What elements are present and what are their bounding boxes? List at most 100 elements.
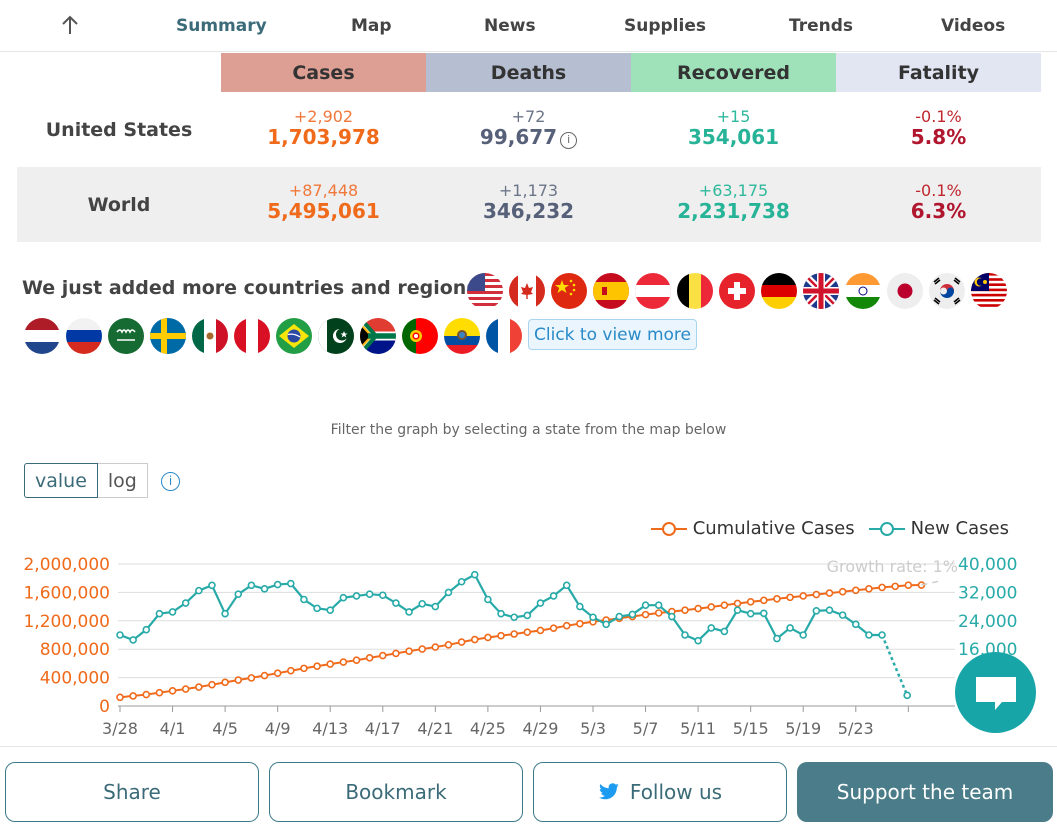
flag-ecuador[interactable] bbox=[444, 318, 480, 354]
header-fatality[interactable]: Fatality bbox=[836, 53, 1041, 92]
tab-news[interactable]: News bbox=[484, 16, 536, 36]
log-scale-button[interactable]: log bbox=[97, 463, 148, 498]
cumulative-point bbox=[838, 587, 847, 596]
table-row[interactable]: World bbox=[17, 167, 1041, 242]
cumulative-point bbox=[405, 647, 413, 655]
flag-pakistan[interactable] bbox=[318, 318, 354, 354]
flag-netherlands[interactable] bbox=[24, 318, 60, 354]
chat-button[interactable] bbox=[955, 652, 1036, 733]
flag-india[interactable] bbox=[845, 273, 881, 309]
flag-china[interactable] bbox=[551, 273, 587, 309]
header-cases[interactable]: Cases bbox=[221, 53, 426, 92]
new-cases-point bbox=[615, 612, 624, 621]
cumulative-point bbox=[326, 660, 335, 668]
cumulative-point bbox=[694, 604, 702, 613]
value-scale-button[interactable]: value bbox=[24, 463, 98, 498]
info-icon[interactable]: i bbox=[161, 472, 180, 491]
cumulative-point bbox=[365, 654, 374, 662]
x-tick-label: 4/9 bbox=[265, 719, 291, 738]
cumulative-point bbox=[181, 685, 190, 693]
flag-brazil[interactable] bbox=[276, 318, 312, 354]
flag-mexico[interactable] bbox=[192, 318, 228, 354]
world-cases-cell: +87,448 5,495,061 bbox=[221, 182, 426, 222]
flag-germany[interactable] bbox=[761, 273, 797, 309]
us-recovered-cell: +15 354,061 bbox=[631, 108, 836, 148]
flag-portugal[interactable] bbox=[402, 318, 438, 354]
share-button[interactable]: Share bbox=[5, 762, 259, 822]
new-cases-tail bbox=[880, 634, 909, 696]
header-recovered[interactable]: Recovered bbox=[631, 53, 836, 92]
cumulative-point bbox=[549, 624, 558, 632]
flag-sweden[interactable] bbox=[150, 318, 186, 354]
flag-south-korea[interactable] bbox=[929, 273, 965, 309]
divider bbox=[0, 746, 1057, 747]
new-cases-point bbox=[812, 607, 821, 615]
x-tick-label: 4/29 bbox=[522, 719, 558, 738]
tab-trends[interactable]: Trends bbox=[789, 16, 854, 36]
y-left-tick-label: 0 bbox=[99, 697, 110, 717]
new-cases-point bbox=[865, 631, 873, 639]
tab-summary[interactable]: Summary bbox=[176, 16, 267, 36]
x-tick-label: 4/1 bbox=[160, 719, 186, 738]
y-left-tick-label: 400,000 bbox=[40, 669, 110, 689]
flag-united-states[interactable] bbox=[467, 273, 503, 309]
follow-us-button[interactable]: Follow us bbox=[533, 762, 787, 822]
support-team-button[interactable]: Support the team bbox=[797, 762, 1053, 822]
cases-delta: +2,902 bbox=[293, 108, 354, 126]
cumulative-point bbox=[773, 594, 781, 603]
cumulative-point bbox=[234, 676, 243, 684]
view-more-countries-button[interactable]: Click to view more bbox=[528, 319, 697, 350]
y-left-tick-label: 2,000,000 bbox=[23, 555, 110, 575]
flag-switzerland[interactable] bbox=[719, 273, 755, 309]
new-cases-point bbox=[352, 592, 361, 600]
fatality-total: 5.8% bbox=[910, 125, 967, 149]
world-recovered-cell: +63,175 2,231,738 bbox=[631, 182, 836, 222]
flag-south-africa[interactable] bbox=[360, 318, 396, 354]
new-cases-point bbox=[707, 624, 716, 632]
new-cases-point bbox=[313, 604, 321, 613]
flag-austria[interactable] bbox=[635, 273, 671, 309]
cumulative-point bbox=[457, 638, 466, 646]
cumulative-point bbox=[444, 640, 453, 649]
new-cases-point bbox=[221, 609, 229, 618]
legend-cumulative-cases[interactable]: Cumulative Cases bbox=[650, 518, 855, 539]
header-deaths[interactable]: Deaths bbox=[426, 53, 631, 92]
tab-supplies[interactable]: Supplies bbox=[624, 16, 706, 36]
new-cases-point bbox=[523, 611, 532, 620]
new-cases-point bbox=[484, 595, 492, 604]
new-cases-point bbox=[181, 599, 190, 607]
cumulative-point bbox=[891, 582, 899, 591]
flag-saudi-arabia[interactable] bbox=[108, 318, 144, 354]
x-tick-label: 5/19 bbox=[785, 719, 821, 738]
new-cases-point bbox=[155, 609, 164, 618]
flag-belgium[interactable] bbox=[677, 273, 713, 309]
cases-delta: +87,448 bbox=[288, 182, 359, 200]
legend-label: Cumulative Cases bbox=[692, 518, 855, 539]
cumulative-point bbox=[287, 666, 295, 675]
legend-new-cases[interactable]: New Cases bbox=[868, 518, 1009, 539]
table-row[interactable]: United States bbox=[17, 92, 1041, 167]
info-icon[interactable]: i bbox=[560, 132, 578, 149]
flag-canada[interactable] bbox=[509, 273, 545, 309]
x-tick-label: 5/11 bbox=[680, 719, 716, 738]
flag-united-kingdom[interactable] bbox=[803, 273, 839, 309]
us-deaths-cell: +72 99,677 i bbox=[426, 108, 631, 149]
cumulative-point bbox=[168, 687, 177, 695]
x-tick-label: 5/7 bbox=[633, 719, 659, 738]
arrow-up-icon[interactable] bbox=[56, 12, 84, 40]
flag-france[interactable] bbox=[486, 318, 522, 354]
flag-japan[interactable] bbox=[887, 273, 923, 309]
flag-spain[interactable] bbox=[593, 273, 629, 309]
top-nav: Summary Map News Supplies Trends Videos bbox=[0, 0, 1057, 52]
bookmark-button[interactable]: Bookmark bbox=[269, 762, 523, 822]
recovered-total: 2,231,738 bbox=[677, 199, 790, 223]
line-marker-icon bbox=[868, 521, 905, 536]
flag-malaysia[interactable] bbox=[971, 273, 1007, 309]
cases-line-chart[interactable]: 2,000,000 1,600,000 1,200,000 800,000 400,00… bbox=[0, 540, 1057, 745]
flag-peru[interactable] bbox=[234, 318, 270, 354]
cumulative-point bbox=[799, 592, 808, 600]
cumulative-point bbox=[392, 649, 400, 658]
flag-russia[interactable] bbox=[66, 318, 102, 354]
tab-map[interactable]: Map bbox=[351, 16, 392, 36]
tab-videos[interactable]: Videos bbox=[941, 16, 1006, 36]
